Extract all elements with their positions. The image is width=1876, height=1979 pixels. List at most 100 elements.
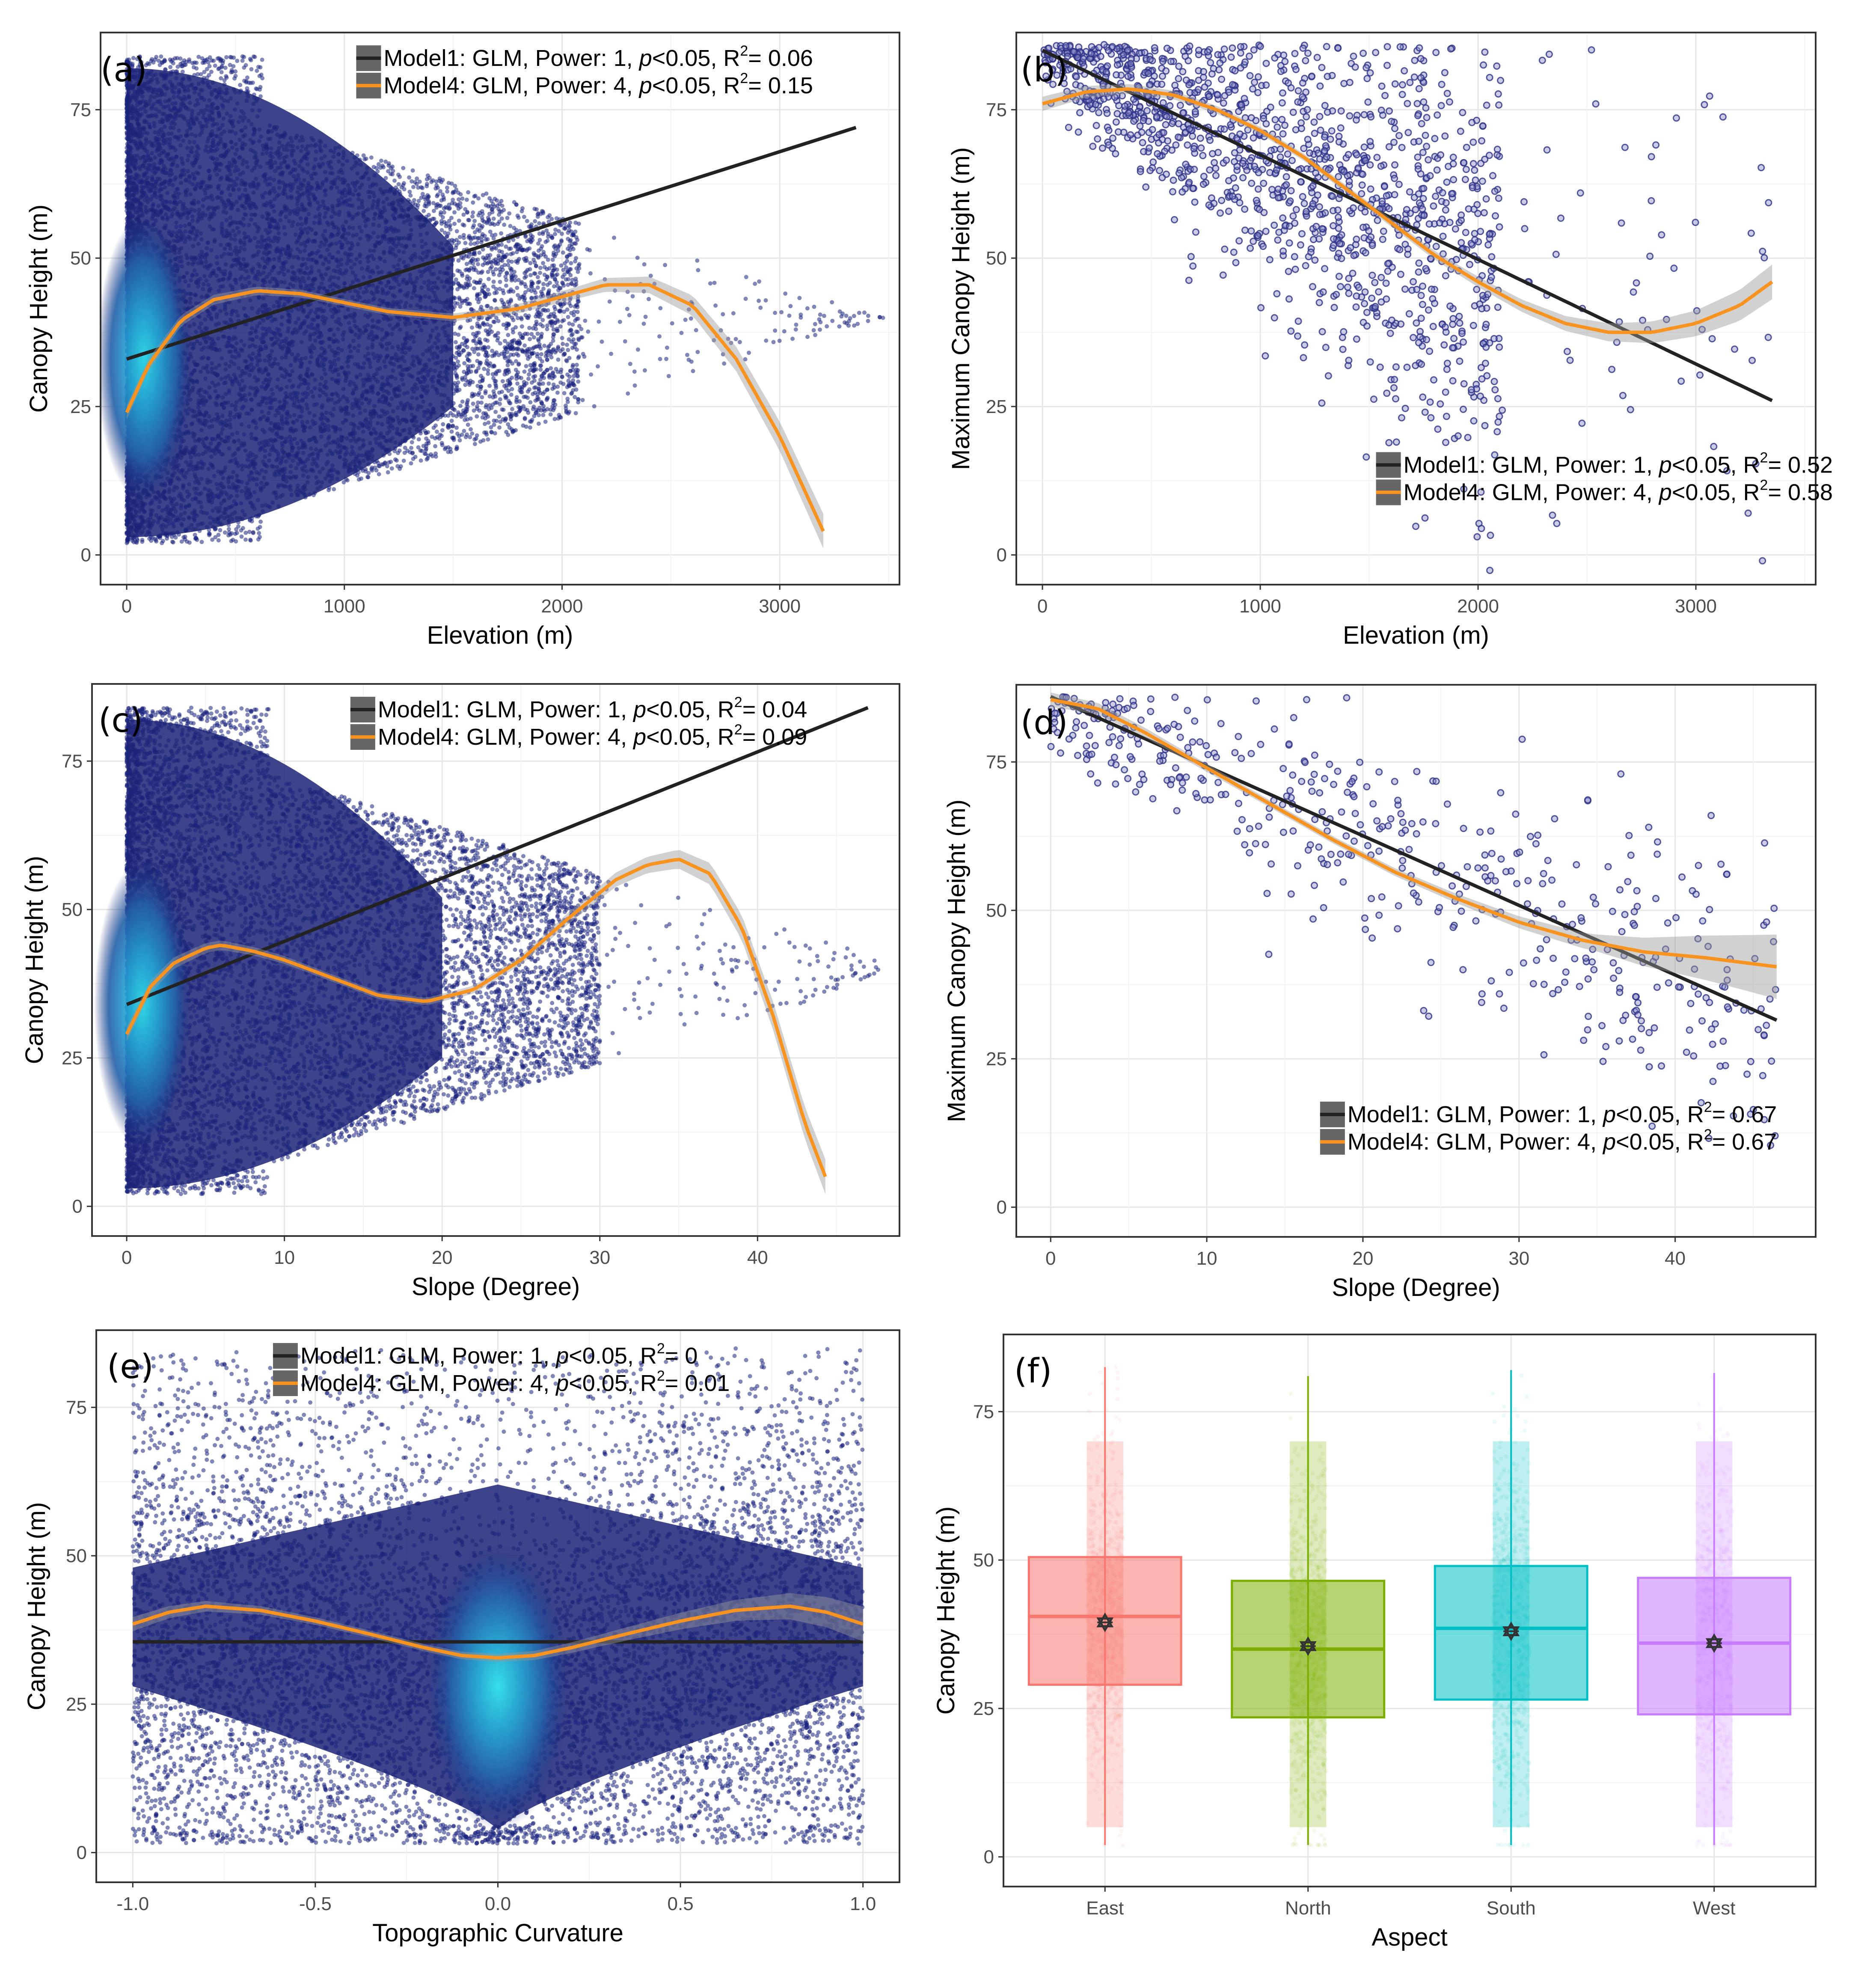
data-point (708, 281, 712, 286)
data-point (747, 351, 751, 355)
data-point (178, 56, 183, 61)
data-point (453, 300, 457, 305)
data-point (529, 296, 534, 301)
data-point (574, 256, 578, 261)
data-point (447, 219, 451, 223)
data-point (866, 313, 870, 318)
data-point (553, 227, 558, 232)
data-point (516, 316, 520, 321)
data-point (570, 278, 575, 282)
data-point (573, 411, 578, 416)
data-point (530, 285, 534, 289)
data-point (378, 165, 383, 170)
data-point (477, 391, 481, 395)
data-point (439, 210, 443, 215)
data-point (453, 340, 458, 345)
data-point (410, 179, 414, 184)
data-point (431, 208, 436, 213)
data-point (451, 413, 455, 418)
data-point (209, 69, 214, 74)
data-point (805, 335, 810, 339)
data-point (493, 232, 498, 237)
data-point (830, 318, 835, 323)
data-point (576, 270, 580, 274)
data-point (460, 273, 465, 278)
data-point (535, 352, 540, 357)
data-point (844, 313, 849, 318)
data-point (489, 306, 493, 311)
data-point (571, 374, 576, 378)
data-point (550, 258, 555, 262)
data-point (546, 381, 551, 386)
data-point (256, 537, 261, 542)
data-point (813, 333, 817, 337)
data-point (439, 221, 444, 226)
data-point (424, 177, 429, 181)
data-point (506, 433, 511, 437)
data-point (788, 304, 793, 309)
data-point (743, 357, 748, 362)
data-point (515, 381, 520, 386)
data-point (531, 392, 535, 396)
data-point (224, 55, 229, 59)
data-point (444, 235, 449, 239)
data-point (496, 319, 501, 324)
data-point (566, 411, 571, 416)
data-point (562, 297, 567, 302)
data-point (446, 231, 451, 236)
data-point (479, 226, 484, 230)
data-point (691, 369, 695, 373)
data-point (460, 196, 465, 201)
data-point (465, 210, 470, 214)
data-point (679, 330, 684, 335)
data-point (469, 427, 473, 432)
data-point (561, 267, 566, 272)
data-point (538, 270, 542, 275)
data-point (506, 389, 511, 393)
data-point (586, 329, 591, 334)
data-point (506, 333, 511, 337)
data-point (670, 321, 674, 326)
data-point (556, 357, 561, 362)
data-point (579, 327, 584, 331)
data-point (506, 342, 510, 346)
data-point (497, 287, 502, 291)
data-point (570, 322, 575, 327)
data-point (536, 248, 541, 253)
data-point (533, 295, 537, 300)
data-point (523, 290, 528, 294)
data-point (199, 540, 204, 544)
data-point (485, 339, 490, 343)
data-point (553, 232, 557, 236)
data-point (490, 354, 495, 358)
data-point (503, 394, 508, 398)
data-point (729, 341, 733, 345)
data-point (480, 215, 484, 220)
data-point (490, 430, 494, 435)
data-point (797, 296, 802, 300)
data-point (718, 328, 723, 333)
data-point (462, 336, 466, 340)
data-point (427, 213, 431, 217)
data-point (484, 237, 488, 242)
data-point (731, 311, 736, 315)
data-point (254, 86, 258, 91)
data-point (530, 234, 535, 239)
data-point (628, 362, 632, 366)
data-point (446, 413, 451, 418)
data-point (783, 291, 788, 296)
data-point (341, 480, 346, 484)
data-point (383, 159, 388, 164)
data-point (243, 530, 248, 535)
data-point (547, 372, 552, 377)
data-point (589, 372, 594, 377)
data-point (798, 315, 803, 320)
data-point (438, 432, 442, 437)
data-point (523, 331, 528, 336)
data-point (401, 166, 406, 170)
data-point (472, 194, 477, 199)
data-point (499, 242, 504, 247)
data-point (519, 324, 524, 329)
data-point (454, 277, 458, 282)
